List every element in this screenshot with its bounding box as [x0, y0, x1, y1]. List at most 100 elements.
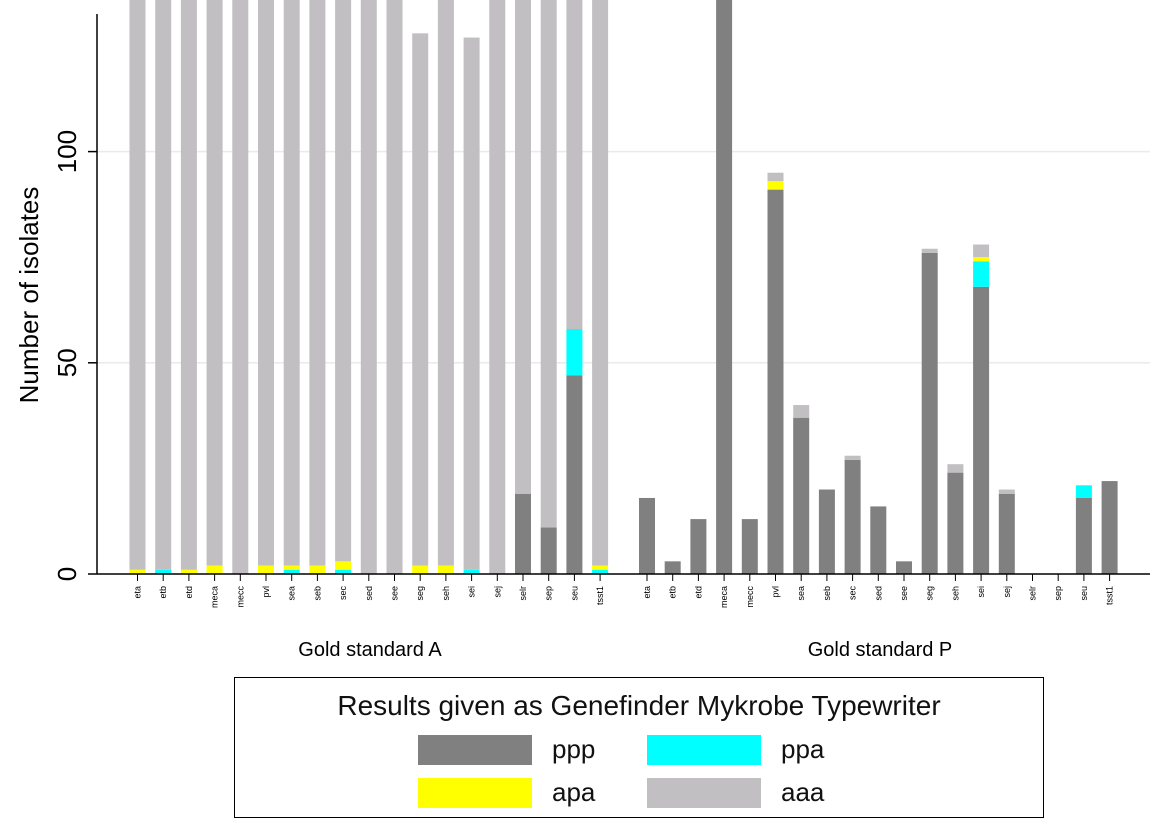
bar-ppp-seu — [566, 375, 583, 574]
legend-label-apa: apa — [552, 777, 596, 807]
bar-aaa-sea — [793, 405, 810, 418]
legend-swatch-ppp — [418, 734, 532, 765]
x-tick-label: mecc — [745, 586, 755, 608]
bar-ppp-sec — [844, 459, 861, 574]
bar-ppa-sei — [463, 569, 480, 574]
legend-swatch-ppa — [647, 734, 761, 765]
bar-ppa-sea — [283, 569, 300, 574]
bar-apa-etd — [180, 569, 197, 574]
bar-aaa-sed — [360, 0, 377, 574]
x-tick-label: etb — [668, 586, 678, 599]
x-tick-label: etb — [158, 586, 168, 599]
x-tick-label: sep — [544, 586, 554, 601]
legend-item-apa: apa — [418, 777, 595, 808]
bar-aaa-sei — [973, 244, 990, 258]
x-tick-label: see — [899, 586, 909, 601]
x-tick-label: tsst1 — [595, 586, 605, 605]
bars — [129, 0, 1118, 574]
bar-ppp-tsst1 — [1101, 481, 1118, 574]
x-tick-label: seh — [950, 586, 960, 601]
x-tick-label: selr — [518, 586, 528, 601]
bar-apa-seg — [412, 565, 429, 574]
y-axis-label: Number of isolates — [14, 187, 44, 404]
bar-ppp-pvl — [767, 189, 784, 574]
bar-ppp-seg — [921, 252, 938, 574]
legend-item-ppa: ppa — [647, 734, 824, 765]
bar-ppa-seu — [566, 329, 583, 376]
bar-ppa-sec — [335, 569, 352, 574]
legend-swatch-aaa — [647, 777, 761, 808]
legend-swatch-apa — [418, 777, 532, 808]
bar-aaa-seh — [437, 0, 454, 566]
legend-item-aaa: aaa — [647, 777, 824, 808]
bar-ppa-tsst1 — [592, 569, 609, 574]
bar-aaa-sep — [540, 0, 557, 528]
bar-ppp-etb — [664, 561, 681, 574]
group-label: Gold standard A — [298, 639, 442, 661]
bar-aaa-selr — [515, 0, 531, 494]
bar-apa-pvl — [767, 181, 784, 190]
bar-aaa-seg — [921, 248, 938, 253]
x-tick-label: sej — [492, 586, 502, 598]
legend: Results given as Genefinder Mykrobe Type… — [234, 677, 1044, 818]
bar-ppp-sej — [998, 493, 1015, 574]
axes: 050100150200250etaetbetdmecameccpvlsease… — [52, 14, 1150, 661]
x-tick-label: sed — [364, 586, 374, 601]
bar-ppp-seh — [947, 472, 964, 574]
x-tick-label: seh — [441, 586, 451, 601]
x-tick-label: seg — [925, 586, 935, 601]
x-tick-label: meca — [210, 586, 220, 608]
bar-aaa-pvl — [767, 172, 784, 182]
bar-apa-meca — [206, 565, 223, 574]
y-tick-label: 100 — [52, 130, 82, 173]
bar-ppp-etd — [690, 519, 707, 574]
y-tick-label: 50 — [52, 348, 82, 377]
bar-aaa-seb — [309, 0, 326, 566]
bar-ppp-mecc — [741, 519, 758, 574]
bar-aaa-tsst1 — [592, 0, 609, 566]
x-tick-label: sei — [467, 586, 477, 598]
legend-label-ppp: ppp — [552, 734, 596, 764]
x-tick-label: mecc — [235, 586, 245, 608]
bar-ppa-sei — [973, 261, 990, 287]
bar-aaa-sej — [489, 0, 506, 574]
legend-label-ppa: ppa — [781, 734, 825, 764]
bar-apa-seb — [309, 565, 326, 574]
bar-apa-eta — [129, 569, 146, 574]
legend-title: Results given as Genefinder Mykrobe Type… — [337, 690, 941, 721]
bar-ppp-sea — [793, 417, 810, 574]
x-tick-label: eta — [642, 586, 652, 599]
bar-ppp-seu — [1075, 497, 1092, 574]
bar-aaa-eta — [129, 0, 146, 570]
bar-ppp-meca — [716, 0, 733, 574]
x-tick-label: etd — [184, 586, 194, 599]
bar-aaa-sej — [998, 489, 1015, 494]
legend-label-aaa: aaa — [781, 777, 825, 807]
bar-aaa-seg — [412, 33, 429, 566]
bar-ppp-see — [896, 561, 912, 574]
bar-apa-seh — [437, 565, 454, 574]
bar-apa-sec — [335, 561, 352, 570]
x-tick-label: seu — [1079, 586, 1089, 601]
x-tick-label: sea — [287, 586, 297, 601]
x-tick-label: pvl — [261, 586, 271, 598]
bar-aaa-sei — [463, 37, 480, 570]
bar-aaa-pvl — [258, 0, 274, 566]
bar-ppp-sep — [540, 527, 557, 574]
x-tick-label: etd — [693, 586, 703, 599]
bar-aaa-meca — [206, 0, 223, 566]
x-tick-label: see — [390, 586, 400, 601]
x-tick-label: tsst1 — [1105, 586, 1115, 605]
group-label: Gold standard P — [808, 639, 953, 661]
x-tick-label: sec — [848, 586, 858, 601]
bar-aaa-etd — [180, 0, 197, 570]
bar-apa-sei — [973, 257, 990, 262]
x-tick-label: sec — [338, 586, 348, 601]
bar-apa-pvl — [258, 565, 274, 574]
x-tick-label: sep — [1053, 586, 1063, 601]
x-tick-label: sei — [976, 586, 986, 598]
bar-ppp-seb — [818, 489, 835, 574]
x-tick-label: sea — [796, 586, 806, 601]
gridlines — [97, 150, 1150, 364]
x-tick-label: eta — [133, 586, 143, 599]
